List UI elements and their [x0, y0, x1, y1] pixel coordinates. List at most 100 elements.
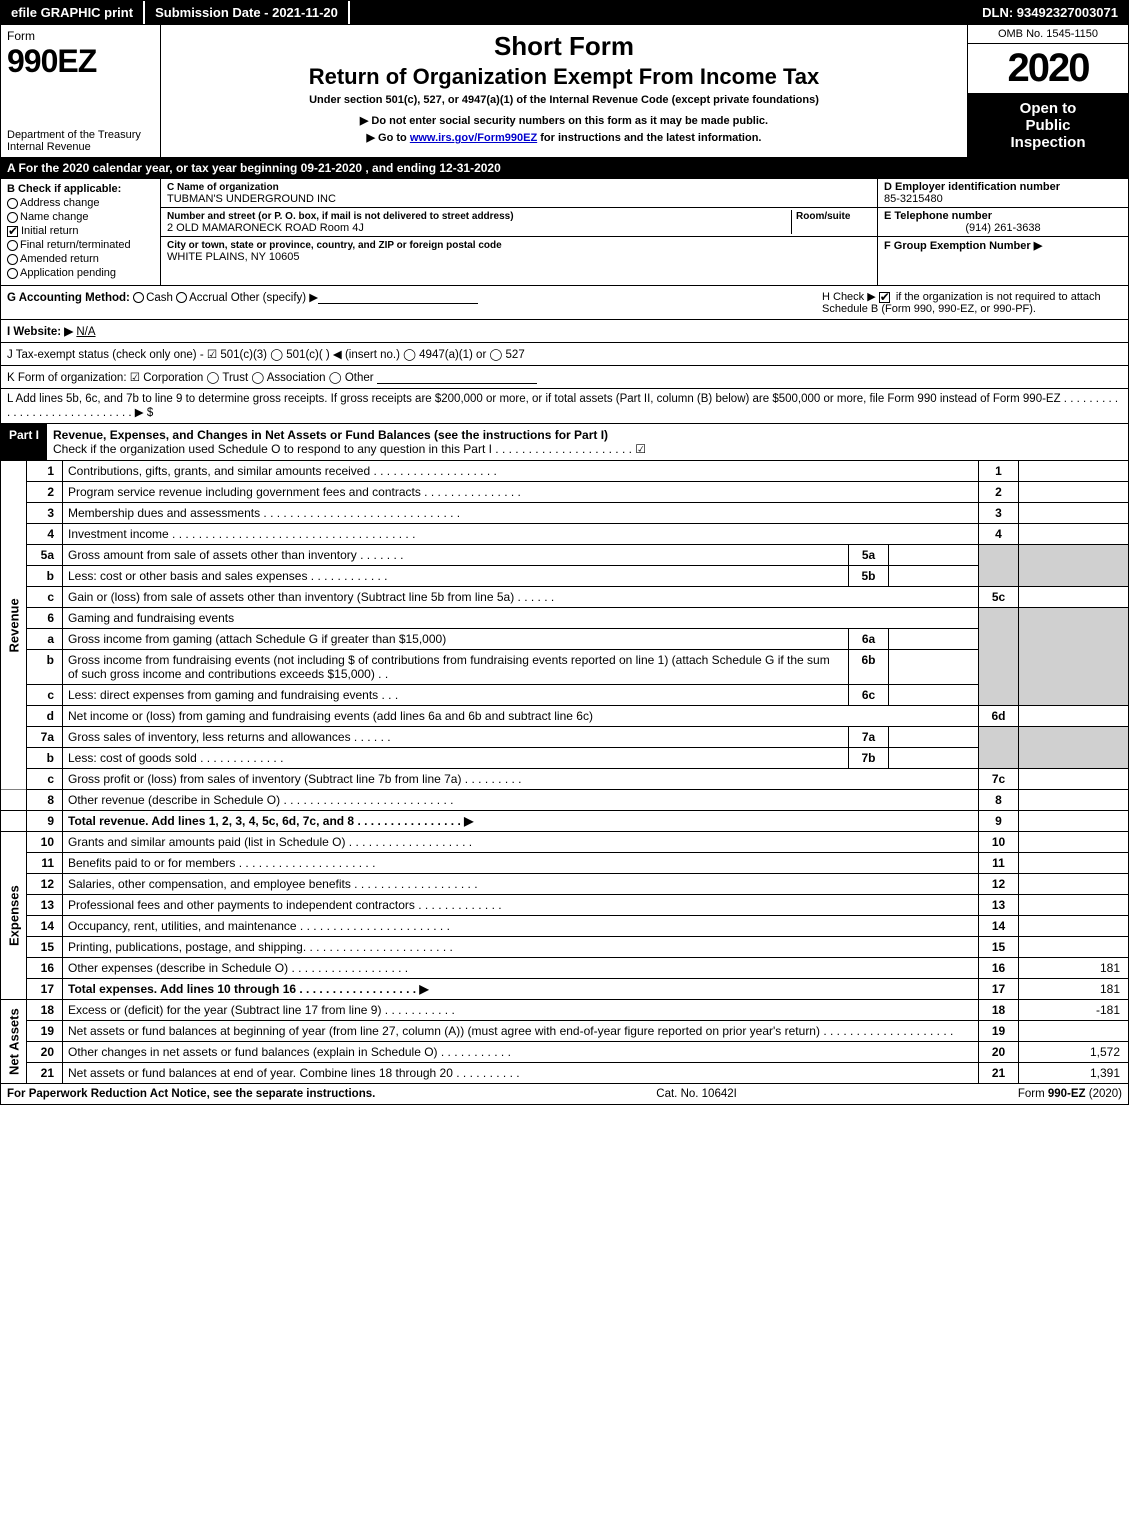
row-11: 11 Benefits paid to or for members . . .… — [1, 853, 1129, 874]
ck-amended-return[interactable]: Amended return — [7, 253, 154, 265]
row-10: Expenses 10 Grants and similar amounts p… — [1, 832, 1129, 853]
open-to-public: Open to Public Inspection — [968, 94, 1128, 157]
cell-org-name: C Name of organization TUBMAN'S UNDERGRO… — [161, 179, 877, 208]
topbar-spacer — [350, 1, 972, 24]
r6a-sc: 6a — [849, 629, 889, 650]
r9-desc-text: Total revenue. Add lines 1, 2, 3, 4, 5c,… — [68, 814, 473, 828]
r6b-sv — [889, 650, 979, 685]
col-d-ids: D Employer identification number 85-3215… — [878, 179, 1128, 285]
r3-num: 3 — [27, 503, 63, 524]
r18-amt: -181 — [1019, 1000, 1129, 1021]
title-short-form: Short Form — [171, 31, 957, 62]
footer-right-pre: Form — [1018, 1088, 1048, 1100]
row-6d: d Net income or (loss) from gaming and f… — [1, 706, 1129, 727]
side-expenses: Expenses — [1, 832, 27, 1000]
ck-name-change[interactable]: Name change — [7, 211, 154, 223]
r7b-desc: Less: cost of goods sold . . . . . . . .… — [63, 748, 849, 769]
r18-num: 18 — [27, 1000, 63, 1021]
r6-num: 6 — [27, 608, 63, 629]
topbar: efile GRAPHIC print Submission Date - 20… — [0, 0, 1129, 25]
r10-amt — [1019, 832, 1129, 853]
radio-accrual[interactable] — [176, 292, 187, 303]
r4-rn: 4 — [979, 524, 1019, 545]
ck-amended-return-label: Amended return — [20, 253, 99, 265]
line-g: G Accounting Method: Cash Accrual Other … — [7, 290, 822, 315]
row-7c: c Gross profit or (loss) from sales of i… — [1, 769, 1129, 790]
dln-label: DLN: 93492327003071 — [972, 1, 1128, 24]
r11-desc: Benefits paid to or for members . . . . … — [63, 853, 979, 874]
r17-desc: Total expenses. Add lines 10 through 16 … — [63, 979, 979, 1000]
efile-print-button[interactable]: efile GRAPHIC print — [1, 1, 145, 24]
other-specify-blank[interactable] — [318, 292, 478, 304]
row-a-tax-year: A For the 2020 calendar year, or tax yea… — [0, 158, 1129, 179]
ck-initial-return[interactable]: Initial return — [7, 225, 154, 237]
r5ab-amt-shade — [1019, 545, 1129, 587]
r14-desc: Occupancy, rent, utilities, and maintena… — [63, 916, 979, 937]
side-net-assets: Net Assets — [1, 1000, 27, 1084]
r8-rn: 8 — [979, 790, 1019, 811]
r5c-amt — [1019, 587, 1129, 608]
line-j-tax-exempt: J Tax-exempt status (check only one) - ☑… — [0, 343, 1129, 366]
r7b-sv — [889, 748, 979, 769]
line-k-other-blank[interactable] — [377, 372, 537, 384]
row-9: 9 Total revenue. Add lines 1, 2, 3, 4, 5… — [1, 811, 1129, 832]
line-g-h: G Accounting Method: Cash Accrual Other … — [0, 286, 1129, 320]
r11-rn: 11 — [979, 853, 1019, 874]
r6-amt-shade — [1019, 608, 1129, 706]
r21-num: 21 — [27, 1063, 63, 1084]
r20-desc: Other changes in net assets or fund bala… — [63, 1042, 979, 1063]
r20-num: 20 — [27, 1042, 63, 1063]
row-1: Revenue 1 Contributions, gifts, grants, … — [1, 461, 1129, 482]
r7c-amt — [1019, 769, 1129, 790]
r8-desc: Other revenue (describe in Schedule O) .… — [63, 790, 979, 811]
r13-desc: Professional fees and other payments to … — [63, 895, 979, 916]
ck-application-pending[interactable]: Application pending — [7, 267, 154, 279]
part-i-desc: Revenue, Expenses, and Changes in Net As… — [47, 424, 1128, 460]
r2-num: 2 — [27, 482, 63, 503]
r7ab-amt-shade — [1019, 727, 1129, 769]
goto-post: for instructions and the latest informat… — [537, 132, 761, 144]
line-l-gross-receipts: L Add lines 5b, 6c, and 7b to line 9 to … — [0, 389, 1129, 424]
ck-final-return[interactable]: Final return/terminated — [7, 239, 154, 251]
ck-schedule-b-not-required[interactable] — [879, 292, 890, 303]
website-label: I Website: ▶ — [7, 326, 73, 338]
row-7b: b Less: cost of goods sold . . . . . . .… — [1, 748, 1129, 769]
row-16: 16 Other expenses (describe in Schedule … — [1, 958, 1129, 979]
title-return-exempt: Return of Organization Exempt From Incom… — [171, 64, 957, 90]
r3-amt — [1019, 503, 1129, 524]
r7a-sv — [889, 727, 979, 748]
r7ab-rn-shade — [979, 727, 1019, 769]
irs-link[interactable]: www.irs.gov/Form990EZ — [410, 132, 537, 144]
r13-amt — [1019, 895, 1129, 916]
submission-date-button[interactable]: Submission Date - 2021-11-20 — [145, 1, 350, 24]
r5ab-rn-shade — [979, 545, 1019, 587]
r5c-num: c — [27, 587, 63, 608]
line-h-pre: H Check ▶ — [822, 291, 879, 303]
r21-desc: Net assets or fund balances at end of ye… — [63, 1063, 979, 1084]
open-line2: Public — [1025, 117, 1070, 134]
r5c-rn: 5c — [979, 587, 1019, 608]
ein-value: 85-3215480 — [884, 193, 943, 205]
ein-label: D Employer identification number — [884, 181, 1060, 193]
ck-address-change[interactable]: Address change — [7, 197, 154, 209]
r2-rn: 2 — [979, 482, 1019, 503]
r19-num: 19 — [27, 1021, 63, 1042]
r6a-sv — [889, 629, 979, 650]
row-6: 6 Gaming and fundraising events — [1, 608, 1129, 629]
footer: For Paperwork Reduction Act Notice, see … — [0, 1084, 1129, 1105]
r16-num: 16 — [27, 958, 63, 979]
r1-num: 1 — [27, 461, 63, 482]
r7b-sc: 7b — [849, 748, 889, 769]
radio-cash[interactable] — [133, 292, 144, 303]
ck-address-change-label: Address change — [20, 197, 100, 209]
r9-num: 9 — [27, 811, 63, 832]
r11-num: 11 — [27, 853, 63, 874]
header-left: Form 990EZ Department of the Treasury In… — [1, 25, 161, 157]
ssn-warning: ▶ Do not enter social security numbers o… — [171, 114, 957, 127]
r19-desc: Net assets or fund balances at beginning… — [63, 1021, 979, 1042]
cell-address: Number and street (or P. O. box, if mail… — [161, 208, 877, 237]
r7c-desc: Gross profit or (loss) from sales of inv… — [63, 769, 979, 790]
r6c-num: c — [27, 685, 63, 706]
r4-num: 4 — [27, 524, 63, 545]
row-20: 20 Other changes in net assets or fund b… — [1, 1042, 1129, 1063]
